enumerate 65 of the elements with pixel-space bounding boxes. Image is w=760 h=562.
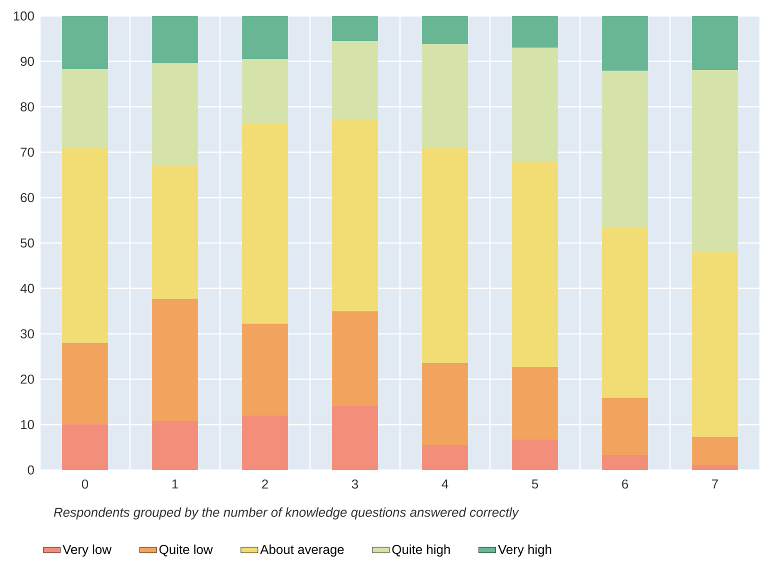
- y-tick-label: 80: [20, 102, 34, 112]
- x-tick-label: 6: [622, 479, 628, 489]
- x-tick-label: 3: [352, 479, 358, 489]
- bar: [62, 148, 108, 343]
- bar: [512, 48, 558, 162]
- y-tick-label: 90: [20, 56, 34, 66]
- bar: [242, 124, 288, 324]
- bar: [242, 415, 288, 470]
- y-tick-label: 50: [20, 238, 34, 248]
- y-tick-label: 30: [20, 329, 34, 338]
- bar: [422, 362, 468, 446]
- bar: [242, 59, 288, 124]
- bar: [692, 252, 738, 437]
- legend-label: Very high: [498, 544, 552, 557]
- bar: [512, 161, 558, 367]
- bar: [602, 70, 648, 228]
- bar: [152, 420, 198, 470]
- bar: [422, 148, 468, 363]
- y-tick-label: 70: [20, 148, 34, 157]
- bar: [602, 16, 648, 71]
- bar: [152, 63, 198, 165]
- bar: [692, 465, 738, 470]
- y-tick-label: 10: [21, 420, 34, 430]
- legend-label: Quite low: [159, 544, 213, 556]
- x-tick-label: 5: [532, 480, 538, 489]
- bar: [62, 69, 108, 148]
- x-axis-title: Respondents grouped by the number of knowledge questions answered correctly: [54, 507, 520, 520]
- bar: [242, 324, 288, 416]
- y-tick-label: 40: [20, 284, 34, 293]
- bar: [152, 298, 198, 421]
- bar: [602, 228, 648, 398]
- bar: [242, 16, 288, 60]
- bar: [332, 120, 378, 312]
- x-tick-label: 1: [172, 480, 178, 488]
- legend-label: Very low: [62, 544, 112, 557]
- bar: [62, 424, 108, 470]
- bar: [422, 445, 468, 470]
- bar: [512, 366, 558, 440]
- bar: [332, 40, 378, 120]
- legend-label: About average: [260, 544, 344, 557]
- bar: [422, 16, 468, 44]
- bar: [692, 436, 738, 466]
- y-tick-label: 100: [14, 11, 34, 21]
- x-tick-label: 2: [262, 479, 268, 489]
- x-tick-label: 4: [442, 480, 448, 488]
- bar: [332, 16, 378, 41]
- bar: [692, 70, 738, 252]
- bar: [332, 311, 378, 406]
- y-tick-label: 20: [20, 374, 34, 384]
- x-tick-label: 0: [82, 479, 88, 489]
- y-tick-label: 60: [20, 193, 34, 202]
- bar: [422, 44, 468, 148]
- bar: [602, 455, 648, 470]
- bar: [62, 342, 108, 424]
- bar: [602, 398, 648, 456]
- legend-label: Quite high: [392, 544, 450, 557]
- bar: [152, 164, 198, 299]
- x-tick-label: 7: [712, 480, 718, 488]
- bar: [152, 16, 198, 64]
- bar: [512, 16, 558, 48]
- bar: [332, 406, 378, 470]
- bar: [692, 16, 738, 70]
- y-tick-label: 0: [28, 465, 34, 475]
- bar: [62, 16, 108, 70]
- bar: [512, 439, 558, 470]
